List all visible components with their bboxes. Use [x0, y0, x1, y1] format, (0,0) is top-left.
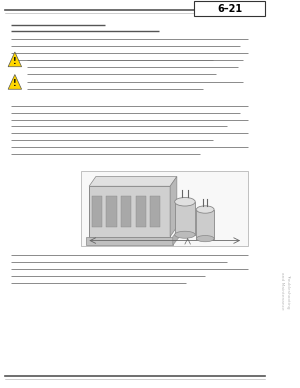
FancyBboxPatch shape — [150, 196, 160, 227]
FancyBboxPatch shape — [81, 171, 248, 246]
FancyBboxPatch shape — [92, 196, 102, 227]
Polygon shape — [173, 228, 179, 245]
FancyBboxPatch shape — [270, 81, 300, 109]
Text: !: ! — [13, 79, 17, 88]
Polygon shape — [8, 74, 22, 89]
FancyBboxPatch shape — [136, 196, 146, 227]
Text: Troubleshooting
and Maintenance: Troubleshooting and Maintenance — [280, 272, 290, 310]
Ellipse shape — [175, 197, 195, 206]
Text: !: ! — [13, 57, 17, 66]
FancyBboxPatch shape — [86, 237, 173, 245]
Text: 6–21: 6–21 — [217, 3, 242, 14]
Ellipse shape — [175, 231, 195, 238]
FancyBboxPatch shape — [89, 186, 170, 237]
Ellipse shape — [196, 236, 214, 242]
Polygon shape — [8, 52, 22, 67]
FancyBboxPatch shape — [175, 202, 195, 235]
FancyBboxPatch shape — [106, 196, 117, 227]
FancyBboxPatch shape — [121, 196, 131, 227]
FancyBboxPatch shape — [194, 1, 265, 16]
Ellipse shape — [196, 206, 214, 213]
Polygon shape — [89, 177, 177, 186]
FancyBboxPatch shape — [196, 210, 214, 239]
Polygon shape — [170, 177, 177, 237]
